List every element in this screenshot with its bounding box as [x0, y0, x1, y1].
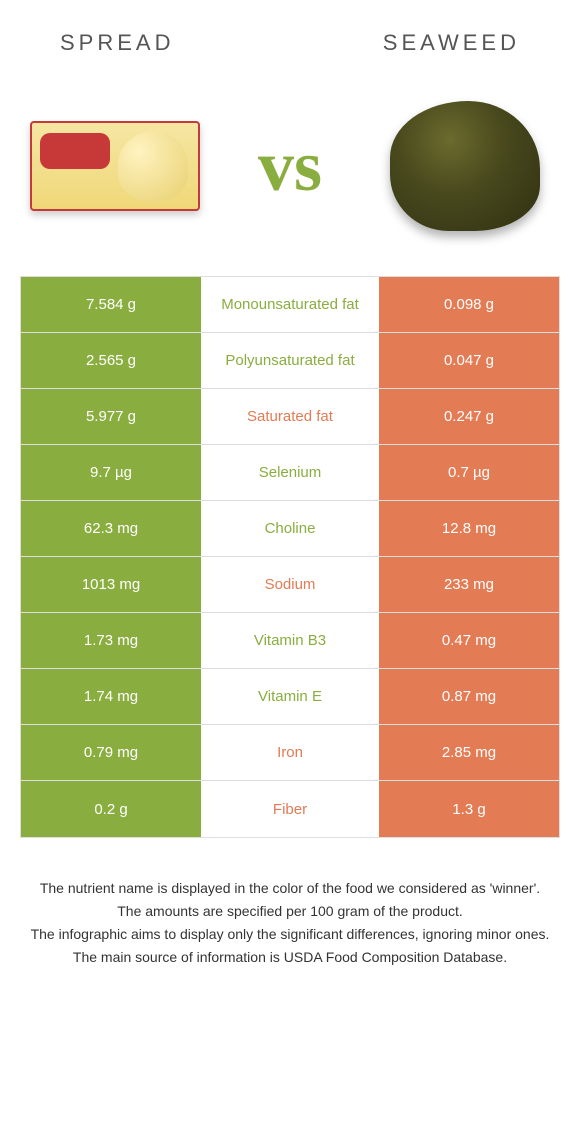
images-row: vs — [0, 76, 580, 276]
value-left: 2.565 g — [21, 333, 201, 388]
nutrient-label: Monounsaturated fat — [201, 277, 379, 332]
table-row: 0.79 mgIron2.85 mg — [21, 725, 559, 781]
nutrient-label: Vitamin B3 — [201, 613, 379, 668]
header-row: Spread Seaweed — [0, 0, 580, 76]
value-right: 0.047 g — [379, 333, 559, 388]
value-right: 0.7 µg — [379, 445, 559, 500]
nutrient-label: Vitamin E — [201, 669, 379, 724]
value-left: 1.73 mg — [21, 613, 201, 668]
title-spread: Spread — [60, 30, 174, 56]
nutrient-label: Sodium — [201, 557, 379, 612]
footer-line-2: The amounts are specified per 100 gram o… — [30, 901, 550, 922]
value-right: 0.247 g — [379, 389, 559, 444]
vs-label: vs — [258, 125, 322, 208]
value-right: 0.87 mg — [379, 669, 559, 724]
footer-line-3: The infographic aims to display only the… — [30, 924, 550, 945]
seaweed-image — [380, 96, 550, 236]
value-right: 0.47 mg — [379, 613, 559, 668]
footer-line-4: The main source of information is USDA F… — [30, 947, 550, 968]
table-row: 5.977 gSaturated fat0.247 g — [21, 389, 559, 445]
value-left: 0.2 g — [21, 781, 201, 837]
value-left: 5.977 g — [21, 389, 201, 444]
nutrient-label: Saturated fat — [201, 389, 379, 444]
nutrition-table: 7.584 gMonounsaturated fat0.098 g2.565 g… — [20, 276, 560, 838]
value-right: 1.3 g — [379, 781, 559, 837]
table-row: 1013 mgSodium233 mg — [21, 557, 559, 613]
footer-notes: The nutrient name is displayed in the co… — [0, 838, 580, 968]
value-left: 7.584 g — [21, 277, 201, 332]
table-row: 9.7 µgSelenium0.7 µg — [21, 445, 559, 501]
nutrient-label: Choline — [201, 501, 379, 556]
value-left: 1.74 mg — [21, 669, 201, 724]
table-row: 1.74 mgVitamin E0.87 mg — [21, 669, 559, 725]
spread-icon — [30, 121, 200, 211]
value-left: 1013 mg — [21, 557, 201, 612]
seaweed-icon — [390, 101, 540, 231]
table-row: 62.3 mgCholine12.8 mg — [21, 501, 559, 557]
value-right: 2.85 mg — [379, 725, 559, 780]
value-left: 62.3 mg — [21, 501, 201, 556]
nutrient-label: Selenium — [201, 445, 379, 500]
value-right: 0.098 g — [379, 277, 559, 332]
value-left: 0.79 mg — [21, 725, 201, 780]
footer-line-1: The nutrient name is displayed in the co… — [30, 878, 550, 899]
table-row: 7.584 gMonounsaturated fat0.098 g — [21, 277, 559, 333]
table-row: 2.565 gPolyunsaturated fat0.047 g — [21, 333, 559, 389]
value-right: 233 mg — [379, 557, 559, 612]
nutrient-label: Fiber — [201, 781, 379, 837]
spread-image — [30, 96, 200, 236]
nutrient-label: Polyunsaturated fat — [201, 333, 379, 388]
value-left: 9.7 µg — [21, 445, 201, 500]
table-row: 1.73 mgVitamin B30.47 mg — [21, 613, 559, 669]
table-row: 0.2 gFiber1.3 g — [21, 781, 559, 837]
nutrient-label: Iron — [201, 725, 379, 780]
value-right: 12.8 mg — [379, 501, 559, 556]
title-seaweed: Seaweed — [383, 30, 520, 56]
